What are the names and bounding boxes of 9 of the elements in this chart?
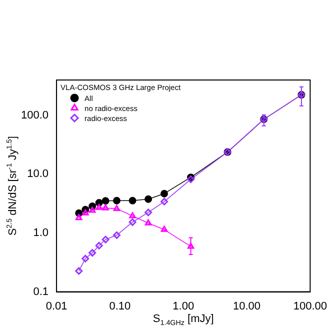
x-tick-label: 100.00	[293, 300, 328, 312]
x-tick-label: 0.01	[46, 300, 68, 312]
x-tick-label: 1.00	[172, 300, 194, 312]
y-tick-label: 1.0	[33, 227, 49, 240]
y-tick-label: 100.0	[20, 109, 49, 122]
x-tick-label: 10.00	[233, 300, 261, 312]
x-tick-label: 0.10	[109, 300, 131, 312]
y-tick-label: 10.0	[27, 168, 49, 180]
y-tick-label: 0.1	[33, 286, 49, 298]
